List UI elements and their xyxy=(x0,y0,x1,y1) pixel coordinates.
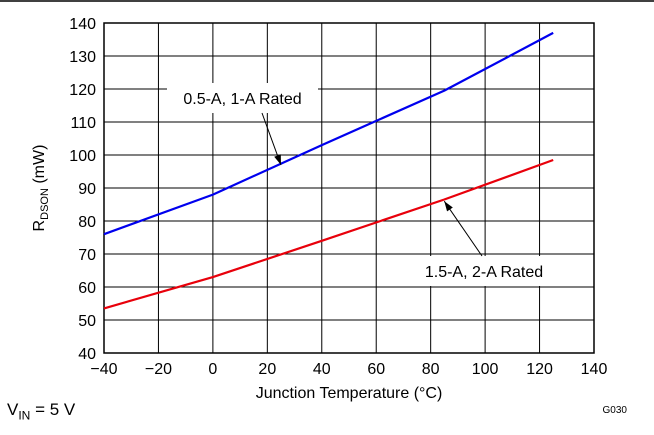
y-tick-label: 60 xyxy=(78,280,96,297)
x-tick-label: 100 xyxy=(472,361,499,378)
input-voltage-note: VIN = 5 V xyxy=(7,400,75,422)
figure-id: G030 xyxy=(603,405,628,416)
y-tick-label: 90 xyxy=(78,181,96,198)
series-line-2 xyxy=(103,158,554,310)
x-tick-label: −20 xyxy=(145,361,172,378)
plot-frame xyxy=(103,22,595,354)
annotation-label-1: 0.5-A, 1-A Rated xyxy=(183,91,301,108)
annotation-box-1 xyxy=(167,83,318,113)
vin-subscript: IN xyxy=(18,408,31,423)
x-axis-label: Junction Temperature (°C) xyxy=(256,385,443,402)
x-tick-label: −40 xyxy=(90,361,117,378)
x-tick-label: 120 xyxy=(526,361,553,378)
x-tick-label: 80 xyxy=(422,361,440,378)
x-tick-label: 60 xyxy=(367,361,385,378)
series-line-1 xyxy=(103,31,554,236)
x-tick-label: 40 xyxy=(313,361,331,378)
y-tick-label: 110 xyxy=(70,115,96,132)
y-axis-label: RDSON (mW) xyxy=(31,145,51,232)
annotation-box-2 xyxy=(403,256,565,286)
x-tick-label: 140 xyxy=(581,361,608,378)
y-tick-label: 140 xyxy=(69,16,96,33)
y-tick-label: 70 xyxy=(78,247,96,264)
y-tick-label: 80 xyxy=(78,214,96,231)
x-tick-label: 0 xyxy=(208,361,217,378)
vin-symbol: V xyxy=(7,400,19,419)
y-tick-label: 130 xyxy=(69,49,96,66)
vin-value: = 5 V xyxy=(30,400,76,419)
annotation-arrow-2 xyxy=(443,200,483,257)
y-tick-label: 40 xyxy=(78,346,96,363)
y-tick-label: 100 xyxy=(69,148,96,165)
y-tick-label: 50 xyxy=(78,313,96,330)
annotation-arrowhead-2 xyxy=(444,201,453,212)
annotation-arrowhead-1 xyxy=(274,154,281,165)
annotation-label-2: 1.5-A, 2-A Rated xyxy=(425,264,543,281)
x-tick-label: 20 xyxy=(258,361,276,378)
y-tick-label: 120 xyxy=(69,82,96,99)
